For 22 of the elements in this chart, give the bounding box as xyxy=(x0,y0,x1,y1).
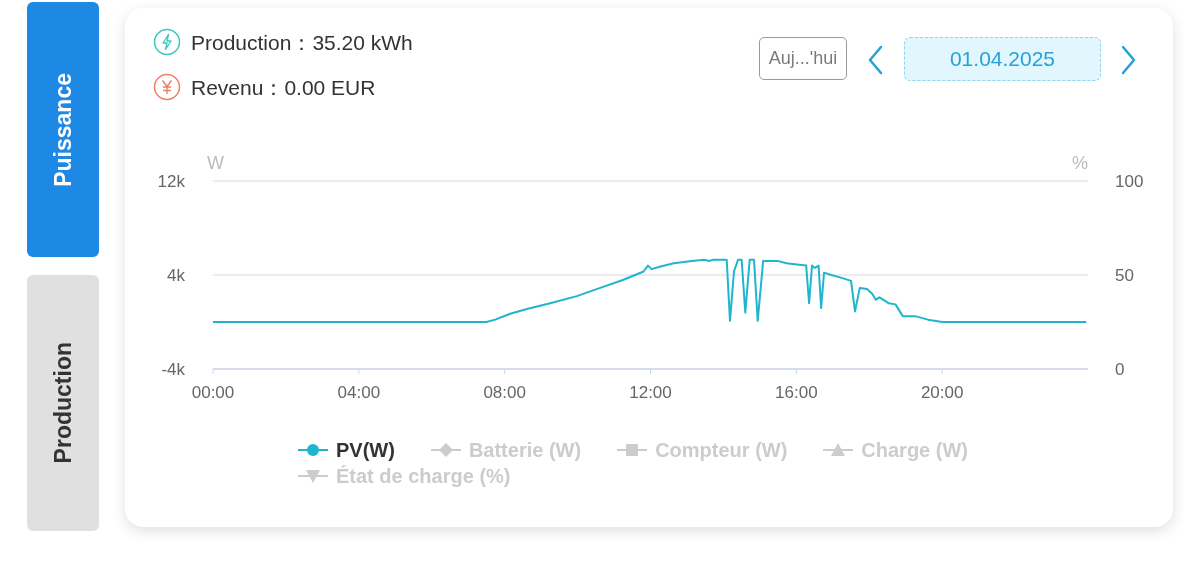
y2-tick-label: 50 xyxy=(1115,266,1134,286)
chart-subtitle: Revenu：0.00 EUR xyxy=(191,76,376,99)
chart-title: Production：35.20 kWh xyxy=(191,31,413,54)
y-tick-label: 12k xyxy=(157,172,186,192)
y-axis-title: W xyxy=(207,153,224,173)
x-tick-label: 04:00 xyxy=(337,383,381,403)
legend-label: PV(W) xyxy=(336,438,395,462)
y-tick-label: -4k xyxy=(161,360,186,380)
x-tick-label: 08:00 xyxy=(483,383,526,403)
x-tick-label: 00:00 xyxy=(191,383,235,403)
x-tick-label: 16:00 xyxy=(775,383,818,403)
tab: Puissance xyxy=(27,2,99,257)
date-field: 01.04.2025 xyxy=(904,37,1101,81)
y-tick-label: 4k xyxy=(167,266,186,286)
tab: Production xyxy=(27,275,99,531)
y2-tick-label: 0 xyxy=(1115,360,1125,380)
y2-axis-title: % xyxy=(1072,153,1089,173)
x-tick-label: 20:00 xyxy=(920,383,964,403)
today-button: Auj...'hui xyxy=(759,37,847,80)
y2-tick-label: 100 xyxy=(1115,172,1144,192)
line-series xyxy=(213,258,1088,323)
x-tick-label: 12:00 xyxy=(629,383,672,403)
